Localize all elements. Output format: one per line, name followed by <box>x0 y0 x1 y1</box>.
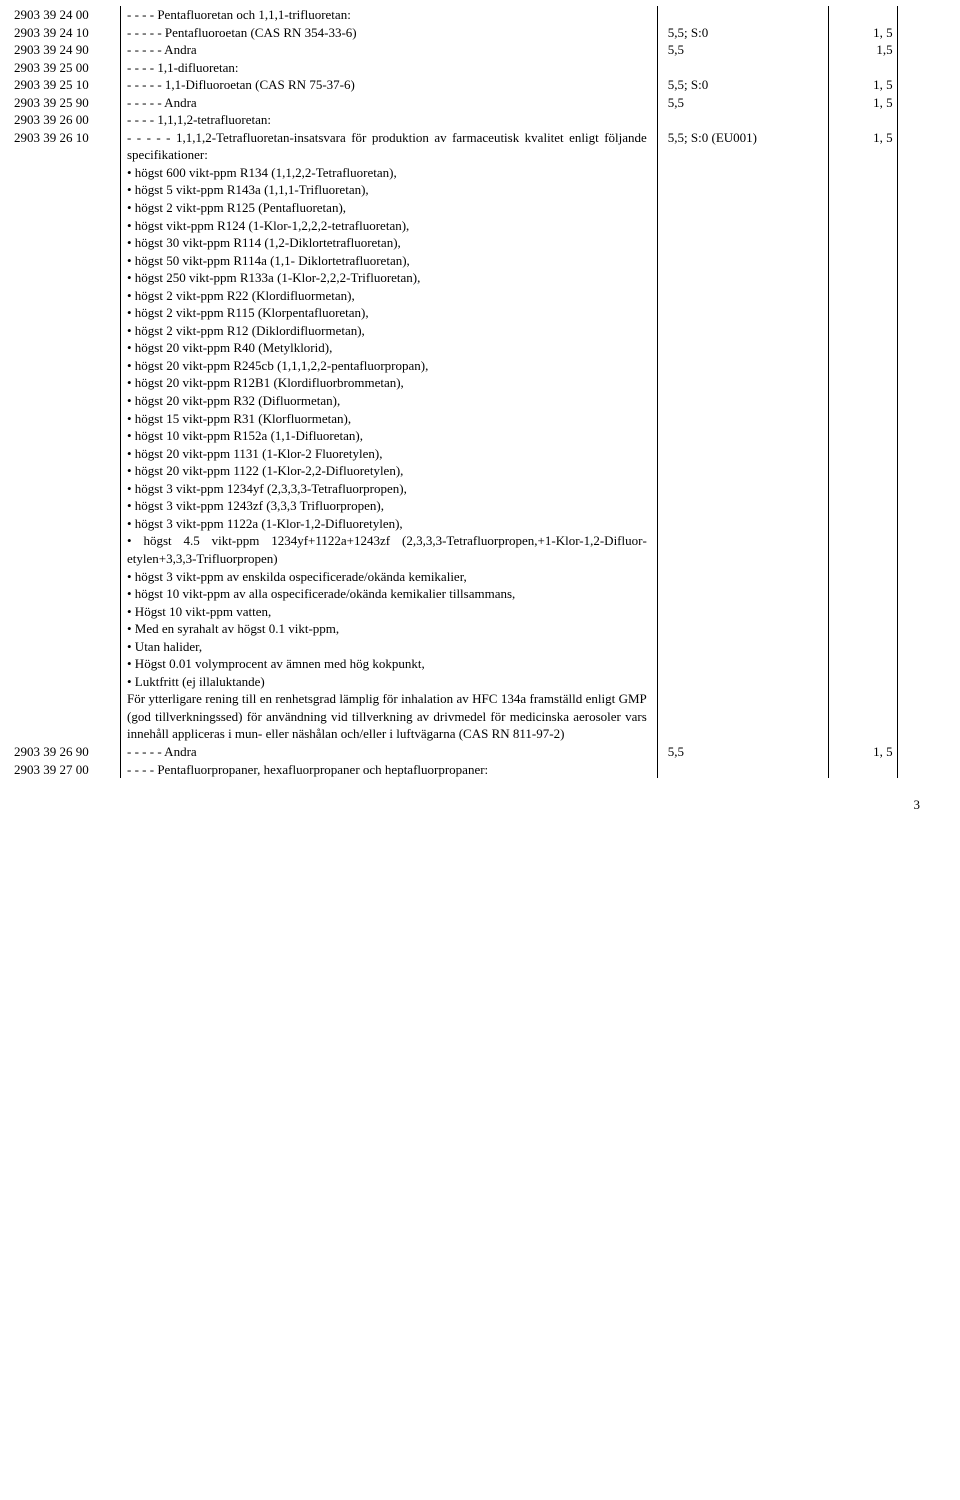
lead-text: - - - - - 1,1,1,2-Tetrafluoretan-insatsv… <box>127 129 647 164</box>
spec-bullet: • högst 2 vikt-ppm R22 (Klordifluormetan… <box>127 287 647 305</box>
spec-bullet: • högst 2 vikt-ppm R125 (Pentafluoretan)… <box>127 199 647 217</box>
tariff-cell <box>657 59 828 77</box>
tariff-cell <box>657 111 828 129</box>
desc-cell: - - - - - Andra <box>121 94 658 112</box>
table-row: 2903 39 27 00- - - - Pentafluorpropaner,… <box>12 761 920 779</box>
spec-bullet: • högst 30 vikt-ppm R114 (1,2-Diklor­tet… <box>127 234 647 252</box>
spec-bullet: • högst vikt-ppm R124 (1-Klor-1,2,2,2-te… <box>127 217 647 235</box>
tariff-cell: 5,5; S:0 (EU001) <box>657 129 828 743</box>
spec-bullet: • högst 20 vikt-ppm R245cb (1,1,1,2,2-pe… <box>127 357 647 375</box>
spec-bullet: • högst 20 vikt-ppm R12B1 (Klordifluor­b… <box>127 374 647 392</box>
gutter-cell <box>897 24 920 42</box>
table-row: 2903 39 26 10 - - - - - 1,1,1,2-Tetraflu… <box>12 129 920 743</box>
tariff-cell: 5,5 <box>657 94 828 112</box>
code-cell: 2903 39 25 10 <box>12 76 121 94</box>
extra-cell: 1, 5 <box>829 94 898 112</box>
spec-bullet: • högst 3 vikt-ppm 1122a (1-Klor-1,2-Dif… <box>127 515 647 533</box>
gutter-cell <box>897 6 920 24</box>
gutter-cell <box>897 76 920 94</box>
tariff-cell <box>657 761 828 779</box>
extra-cell: 1, 5 <box>829 129 898 743</box>
spec-bullet: • Med en syrahalt av högst 0.1 vikt-ppm, <box>127 620 647 638</box>
code-cell: 2903 39 26 10 <box>12 129 121 743</box>
table-row: 2903 39 24 00- - - - Pentafluoretan och … <box>12 6 920 24</box>
spec-bullet: • högst 15 vikt-ppm R31 (Klorfluormetan)… <box>127 410 647 428</box>
spec-bullet: • högst 10 vikt-ppm av alla ospeci­ficer… <box>127 585 647 603</box>
spec-bullet: • högst 3 vikt-ppm av enskilda ospeci­fi… <box>127 568 647 586</box>
tariff-cell: 5,5; S:0 <box>657 76 828 94</box>
tariff-cell: 5,5; S:0 <box>657 24 828 42</box>
desc-cell: - - - - - Andra <box>121 41 658 59</box>
desc-cell: - - - - - 1,1,1,2-Tetrafluoretan-insatsv… <box>121 129 658 743</box>
spec-bullet: • högst 20 vikt-ppm R40 (Metylklorid), <box>127 339 647 357</box>
spec-bullet: • högst 2 vikt-ppm R12 (Diklordifluormet… <box>127 322 647 340</box>
desc-cell: - - - - Pentafluorpropaner, hexafluorpro… <box>121 761 658 779</box>
desc-cell: - - - - - Pentafluoroetan (CAS RN 354-33… <box>121 24 658 42</box>
spec-bullet: • Högst 10 vikt-ppm vatten, <box>127 603 647 621</box>
page-number: 3 <box>12 778 920 814</box>
spec-bullet: • Luktfritt (ej illaluktande) <box>127 673 647 691</box>
tariff-cell: 5,5 <box>657 41 828 59</box>
gutter-cell <box>897 59 920 77</box>
tariff-cell: 5,5 <box>657 743 828 761</box>
spec-bullet: • högst 20 vikt-ppm 1122 (1-Klor-2,2-Dif… <box>127 462 647 480</box>
code-cell: 2903 39 26 90 <box>12 743 121 761</box>
spec-bullet: • högst 4.5 vikt-ppm 1234yf+1122a+1243zf… <box>127 532 647 567</box>
spec-bullet: • högst 50 vikt-ppm R114a (1,1- Diklor­t… <box>127 252 647 270</box>
code-cell: 2903 39 25 00 <box>12 59 121 77</box>
table-row: 2903 39 26 00- - - - 1,1,1,2-tetrafluore… <box>12 111 920 129</box>
code-cell: 2903 39 27 00 <box>12 761 121 779</box>
spec-bullet: • högst 250 vikt-ppm R133a (1-Klor-2,2,2… <box>127 269 647 287</box>
tariff-cell <box>657 6 828 24</box>
table-row: 2903 39 24 90- - - - - Andra5,51,5 <box>12 41 920 59</box>
extra-cell <box>829 6 898 24</box>
code-cell: 2903 39 24 90 <box>12 41 121 59</box>
tail-text: För ytterligare rening till en renhetsgr… <box>127 690 647 743</box>
extra-cell <box>829 111 898 129</box>
code-cell: 2903 39 24 00 <box>12 6 121 24</box>
gutter-cell <box>897 743 920 761</box>
extra-cell: 1, 5 <box>829 743 898 761</box>
code-cell: 2903 39 26 00 <box>12 111 121 129</box>
spec-bullet: • högst 3 vikt-ppm 1243zf (3,3,3 Trifluo… <box>127 497 647 515</box>
gutter-cell <box>897 94 920 112</box>
extra-cell: 1, 5 <box>829 24 898 42</box>
spec-bullet: • högst 5 vikt-ppm R143a (1,1,1-Trifluor… <box>127 181 647 199</box>
spec-bullet: • högst 2 vikt-ppm R115 (Klorpentafluore… <box>127 304 647 322</box>
code-cell: 2903 39 25 90 <box>12 94 121 112</box>
spec-bullet: • högst 20 vikt-ppm 1131 (1-Klor-2 Fluor… <box>127 445 647 463</box>
extra-cell <box>829 59 898 77</box>
spec-bullets: • högst 600 vikt-ppm R134 (1,1,2,2-Tetra… <box>127 164 647 690</box>
table-row: 2903 39 25 10- - - - - 1,1-Difluoroetan … <box>12 76 920 94</box>
gutter-cell <box>897 761 920 779</box>
code-cell: 2903 39 24 10 <box>12 24 121 42</box>
desc-cell: - - - - 1,1,1,2-tetrafluoretan: <box>121 111 658 129</box>
extra-cell <box>829 761 898 779</box>
desc-cell: - - - - Pentafluoretan och 1,1,1-trifluo… <box>121 6 658 24</box>
table-row: 2903 39 25 00- - - - 1,1-difluoretan: <box>12 59 920 77</box>
gutter-cell <box>897 41 920 59</box>
gutter-cell <box>897 111 920 129</box>
tariff-table: 2903 39 24 00- - - - Pentafluoretan och … <box>12 6 920 778</box>
spec-bullet: • högst 20 vikt-ppm R32 (Difluormetan), <box>127 392 647 410</box>
table-row: 2903 39 24 10- - - - - Pentafluoroetan (… <box>12 24 920 42</box>
table-row: 2903 39 25 90- - - - - Andra5,51, 5 <box>12 94 920 112</box>
spec-bullet: • Utan halider, <box>127 638 647 656</box>
spec-bullet: • högst 600 vikt-ppm R134 (1,1,2,2-Tetra… <box>127 164 647 182</box>
desc-cell: - - - - 1,1-difluoretan: <box>121 59 658 77</box>
extra-cell: 1, 5 <box>829 76 898 94</box>
desc-cell: - - - - - Andra <box>121 743 658 761</box>
gutter-cell <box>897 129 920 743</box>
table-row: 2903 39 26 90- - - - - Andra5,51, 5 <box>12 743 920 761</box>
spec-bullet: • Högst 0.01 volymprocent av ämnen med h… <box>127 655 647 673</box>
spec-bullet: • högst 10 vikt-ppm R152a (1,1-Difluoret… <box>127 427 647 445</box>
desc-cell: - - - - - 1,1-Difluoroetan (CAS RN 75-37… <box>121 76 658 94</box>
spec-bullet: • högst 3 vikt-ppm 1234yf (2,3,3,3-Tetra… <box>127 480 647 498</box>
extra-cell: 1,5 <box>829 41 898 59</box>
